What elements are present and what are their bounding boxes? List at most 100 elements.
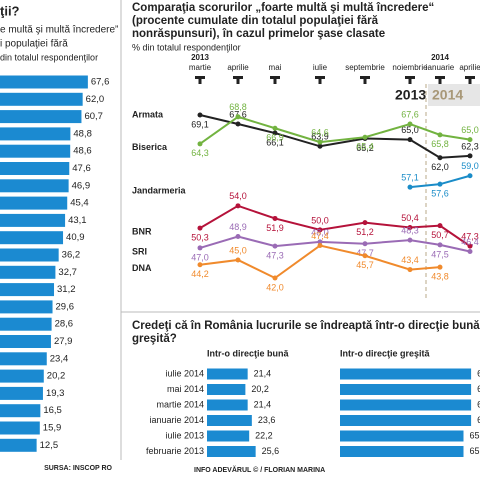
- bar: [207, 368, 248, 380]
- point: [317, 227, 323, 233]
- value-label: 67,6: [91, 77, 110, 88]
- value-label: 48,6: [73, 146, 92, 157]
- point: [317, 243, 323, 249]
- point: [437, 155, 443, 161]
- value-label: 47,7: [356, 248, 374, 258]
- bar: [0, 110, 82, 124]
- left-subtitle: din totalul respondenţilor: [0, 52, 98, 62]
- point: [467, 249, 473, 255]
- bar: [0, 317, 52, 331]
- legend-label: Armata: [132, 109, 164, 119]
- value-label: 16,5: [43, 405, 62, 416]
- tick-marker: [315, 76, 325, 84]
- bar: [0, 213, 66, 227]
- value-label: 28,6: [55, 319, 74, 330]
- point: [317, 143, 323, 149]
- tick-marker: [233, 76, 243, 84]
- value-label: 57,1: [401, 173, 419, 183]
- left-subtitle: e multă şi multă încredere”: [0, 25, 118, 36]
- x-tick-label: aprilie: [227, 63, 249, 72]
- value-label: 66,1: [266, 137, 284, 147]
- point: [467, 153, 473, 159]
- point: [235, 114, 241, 120]
- bar: [0, 162, 70, 175]
- value-label: 50,7: [431, 230, 449, 240]
- bar: [0, 352, 47, 366]
- point: [437, 264, 443, 270]
- value-label: 43,8: [431, 272, 449, 282]
- point: [407, 224, 413, 230]
- row-label: ianuarie 2014: [149, 415, 204, 425]
- value-label: 57,6: [431, 189, 449, 199]
- value-label: 23,4: [50, 353, 69, 364]
- point: [437, 223, 443, 229]
- period-band: [428, 84, 480, 106]
- legend-label: Biserica: [132, 142, 168, 152]
- series-line: [199, 204, 471, 247]
- bar: [0, 335, 51, 348]
- value-label: 48,0: [311, 227, 329, 237]
- value-label: 48,3: [401, 225, 419, 235]
- x-tick-label: iulie: [313, 63, 328, 72]
- bar: [0, 92, 83, 106]
- value-label: 65,8: [431, 139, 449, 149]
- series-line: [199, 115, 471, 145]
- value-label: 19,3: [46, 388, 65, 399]
- line-subtitle: % din totalul respondenţilor: [132, 42, 241, 52]
- value-label: 65,2: [356, 143, 374, 153]
- legend-label: DNA: [132, 263, 152, 273]
- point: [407, 137, 413, 143]
- point: [407, 121, 413, 127]
- point: [362, 241, 368, 247]
- bar: [207, 430, 250, 442]
- series-line: [199, 235, 471, 253]
- value-label: 36,2: [62, 250, 81, 261]
- value-label: 45,0: [229, 245, 247, 255]
- point: [197, 225, 203, 231]
- row-label: iulie 2014: [165, 368, 204, 378]
- point: [437, 181, 443, 187]
- value-label: 47,0: [191, 252, 209, 262]
- value-label: 48,8: [73, 128, 92, 139]
- point: [317, 139, 323, 145]
- point: [235, 233, 241, 239]
- point: [407, 237, 413, 243]
- bar: [0, 196, 68, 210]
- bar: [0, 265, 56, 279]
- value-label: 21,4: [254, 399, 272, 409]
- value-label: 21,4: [254, 368, 272, 378]
- bar: [0, 179, 69, 193]
- value-label: 45,4: [70, 198, 89, 209]
- point: [362, 253, 368, 259]
- bar: [340, 368, 472, 380]
- value-label: 47,5: [431, 249, 449, 259]
- point: [362, 220, 368, 226]
- bar: [0, 369, 44, 383]
- bar: [0, 127, 71, 141]
- value-label: 27,9: [54, 336, 73, 347]
- value-label: 47,3: [461, 231, 479, 241]
- point: [272, 275, 278, 281]
- value-label: 44,2: [191, 269, 209, 279]
- value-label: 63,9: [311, 132, 329, 142]
- bar: [0, 75, 88, 89]
- value-label: 47,4: [311, 231, 329, 241]
- tick-marker: [435, 76, 445, 84]
- tick-marker: [405, 76, 415, 84]
- line-title: Comparaţia scorurilor „foarte multă şi m…: [132, 2, 434, 40]
- value-label: 15,9: [43, 423, 62, 434]
- value-label: 50,4: [401, 213, 419, 223]
- value-label: 23,6: [258, 415, 276, 425]
- value-label: 64,3: [191, 148, 209, 158]
- value-label: 46,9: [72, 180, 91, 191]
- value-label: 22,2: [255, 430, 273, 440]
- value-label: 65,0: [461, 125, 479, 135]
- value-label: 50,0: [311, 215, 329, 225]
- x-tick-label: ianuarie: [426, 63, 455, 72]
- value-label: 51,2: [356, 227, 374, 237]
- point: [197, 141, 203, 147]
- value-label: 47,3: [266, 250, 284, 260]
- point: [272, 243, 278, 249]
- value-label: 65: [470, 446, 480, 456]
- tick-marker: [195, 76, 205, 84]
